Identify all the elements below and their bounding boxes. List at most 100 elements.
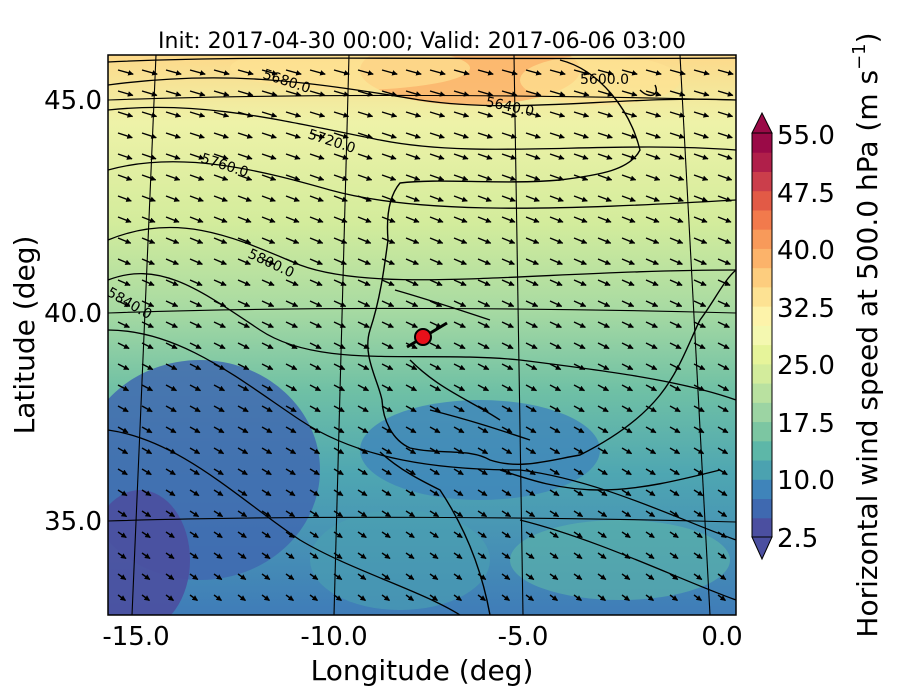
wind-arrow bbox=[669, 195, 684, 202]
wind-arrow bbox=[117, 447, 129, 455]
wind-arrow bbox=[405, 447, 417, 455]
wind-arrow bbox=[525, 279, 539, 286]
wind-arrow bbox=[597, 300, 611, 308]
colorbar-segment bbox=[752, 325, 772, 346]
wind-arrow bbox=[165, 447, 177, 455]
wind-arrow bbox=[501, 195, 516, 202]
colorbar-segment bbox=[752, 133, 772, 153]
y-tick-label: 35.0 bbox=[44, 507, 102, 537]
colorbar-segment bbox=[752, 498, 772, 519]
wind-arrow bbox=[501, 384, 513, 392]
wind-arrow bbox=[621, 342, 634, 350]
wind-arrow bbox=[237, 552, 247, 560]
wind-arrow bbox=[597, 468, 608, 476]
wind-arrow bbox=[477, 573, 487, 581]
wind-arrow bbox=[237, 132, 253, 139]
wind-arrow bbox=[309, 426, 321, 434]
wind-arrow bbox=[477, 405, 489, 413]
wind-arrow bbox=[621, 552, 631, 560]
wind-arrow bbox=[213, 594, 222, 602]
wind-arrow bbox=[117, 300, 131, 308]
location-marker bbox=[406, 321, 448, 349]
wind-arrow bbox=[237, 363, 250, 371]
wind-arrow bbox=[189, 153, 205, 160]
wind-arrow bbox=[429, 363, 442, 371]
wind-arrow bbox=[333, 132, 349, 139]
wind-arrow bbox=[237, 510, 248, 518]
wind-arrow bbox=[189, 321, 202, 329]
wind-arrow bbox=[429, 531, 439, 539]
wind-arrow bbox=[405, 258, 419, 265]
wind-arrow bbox=[381, 552, 391, 560]
wind-arrow bbox=[477, 69, 494, 76]
wind-arrow bbox=[381, 69, 398, 76]
wind-arrow bbox=[381, 426, 393, 434]
wind-arrow bbox=[717, 426, 729, 434]
wind-arrow bbox=[117, 510, 128, 518]
wind-arrow bbox=[405, 111, 422, 118]
wind-arrow bbox=[333, 90, 350, 97]
wind-arrow bbox=[693, 384, 705, 392]
wind-arrow bbox=[525, 132, 541, 139]
wind-arrow bbox=[621, 510, 632, 518]
wind-arrow bbox=[117, 405, 129, 413]
wind-arrow bbox=[645, 279, 659, 286]
wind-arrow bbox=[189, 363, 202, 371]
wind-arrow bbox=[213, 111, 230, 118]
wind-arrow bbox=[549, 237, 564, 244]
wind-arrow bbox=[213, 363, 226, 371]
wind-arrow bbox=[285, 384, 297, 392]
wind-arrow bbox=[717, 468, 728, 476]
wind-arrow bbox=[357, 258, 371, 265]
wind-vectors bbox=[117, 69, 734, 602]
wind-arrow bbox=[501, 405, 513, 413]
wind-arrow bbox=[141, 384, 153, 392]
wind-arrow bbox=[693, 300, 707, 308]
wind-arrow bbox=[453, 384, 465, 392]
wind-arrow bbox=[717, 573, 727, 581]
wind-arrow bbox=[549, 468, 560, 476]
wind-arrow bbox=[453, 69, 470, 76]
wind-arrow bbox=[645, 426, 657, 434]
wind-arrow bbox=[621, 321, 634, 329]
wind-arrow bbox=[405, 174, 421, 181]
wind-arrow bbox=[573, 573, 583, 581]
wind-arrow bbox=[285, 258, 299, 265]
wind-arrow bbox=[165, 195, 180, 202]
wind-arrow bbox=[501, 258, 515, 265]
wind-arrow bbox=[693, 573, 703, 581]
wind-arrow bbox=[333, 153, 349, 160]
wind-arrow bbox=[693, 216, 708, 223]
wind-arrow bbox=[669, 153, 685, 160]
wind-arrow bbox=[381, 531, 391, 539]
wind-arrow bbox=[285, 363, 298, 371]
wind-arrow bbox=[141, 258, 155, 265]
wind-arrow bbox=[285, 594, 294, 602]
wind-arrow bbox=[693, 195, 708, 202]
wind-arrow bbox=[213, 132, 229, 139]
wind-arrow bbox=[645, 132, 661, 139]
wind-arrow bbox=[669, 426, 681, 434]
wind-arrow bbox=[501, 111, 518, 118]
wind-arrow bbox=[573, 447, 585, 455]
wind-arrow bbox=[477, 111, 494, 118]
wind-arrow bbox=[117, 195, 132, 202]
colorbar-segment bbox=[752, 363, 772, 384]
wind-arrow bbox=[717, 594, 726, 602]
wind-arrow bbox=[405, 468, 416, 476]
wind-arrow bbox=[165, 132, 181, 139]
wind-arrow bbox=[645, 510, 656, 518]
wind-arrow bbox=[333, 489, 344, 497]
wind-arrow bbox=[189, 489, 200, 497]
x-tick-label: 0.0 bbox=[701, 622, 742, 652]
wind-arrow bbox=[405, 405, 417, 413]
wind-arrow bbox=[309, 573, 319, 581]
wind-arrow bbox=[165, 237, 180, 244]
wind-arrow bbox=[285, 573, 295, 581]
wind-arrow bbox=[669, 321, 682, 329]
wind-arrow bbox=[165, 321, 178, 329]
wind-arrow bbox=[141, 468, 152, 476]
wind-arrow bbox=[333, 468, 344, 476]
wind-arrow bbox=[573, 468, 584, 476]
y-tick-label: 40.0 bbox=[44, 299, 102, 329]
